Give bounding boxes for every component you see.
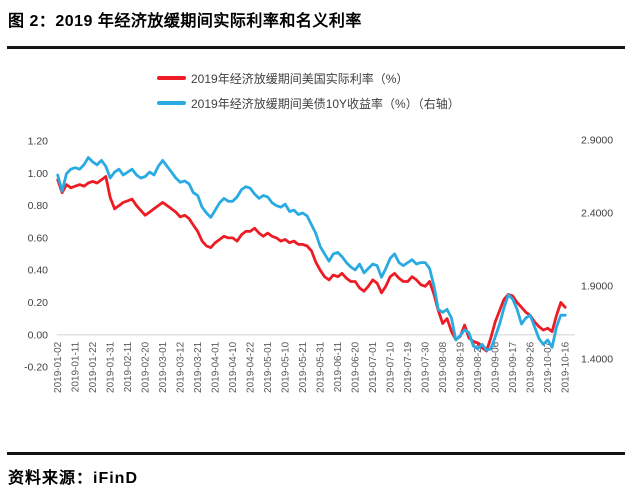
right-axis-tick: 2.9000	[581, 135, 613, 147]
chart-legend: 2019年经济放缓期间美国实际利率（%） 2019年经济放缓期间美债10Y收益率…	[157, 71, 460, 121]
x-axis-tick: 2019-03-21	[193, 341, 204, 393]
legend-label-nominal-10y: 2019年经济放缓期间美债10Y收益率（%）（右轴）	[191, 96, 460, 111]
x-axis-tick: 2019-06-11	[333, 341, 344, 392]
x-axis-tick: 2019-04-10	[228, 341, 239, 393]
legend-swatch-real-rate	[157, 76, 186, 80]
x-axis-tick: 2019-07-19	[403, 341, 414, 393]
x-axis-tick: 2019-05-01	[263, 341, 274, 393]
x-axis-tick: 2019-07-01	[368, 341, 379, 393]
x-axis-tick: 2019-01-22	[88, 341, 99, 393]
x-axis-tick: 2019-01-31	[106, 341, 117, 393]
x-axis-tick: 2019-04-01	[211, 341, 222, 393]
right-axis-tick: 2.4000	[581, 208, 613, 220]
legend-item-real-rate: 2019年经济放缓期间美国实际利率（%）	[157, 71, 460, 86]
right-axis-tick: 1.9000	[581, 281, 613, 293]
x-axis-tick: 2019-10-16	[561, 341, 572, 393]
left-axis-tick: -0.20	[24, 362, 48, 374]
title-divider	[7, 46, 625, 49]
legend-label-real-rate: 2019年经济放缓期间美国实际利率（%）	[191, 71, 409, 86]
figure-title: 图 2：2019 年经济放缓期间实际利率和名义利率	[8, 13, 362, 30]
x-axis-tick: 2019-02-11	[123, 341, 134, 392]
x-axis-tick: 2019-09-06	[491, 341, 502, 393]
series-line-nominal-10y	[56, 156, 567, 352]
x-axis-tick: 2019-04-22	[246, 341, 257, 393]
left-axis-tick: 0.60	[28, 232, 49, 244]
x-axis-tick: 2019-01-11	[71, 341, 82, 392]
x-axis-tick: 2019-03-01	[158, 341, 169, 393]
x-axis-tick: 2019-03-12	[176, 341, 187, 393]
x-axis-tick: 2019-09-26	[526, 341, 537, 393]
left-axis-tick: 1.00	[28, 168, 49, 180]
footer-divider	[7, 452, 625, 455]
dual-axis-line-chart: 1.20 1.00 0.80 0.60 0.40 0.20 0.00 -0.20 2.9000 2…	[24, 135, 613, 393]
legend-swatch-nominal-10y	[157, 101, 186, 105]
left-axis-tick: 0.40	[28, 265, 49, 277]
series-line-real-rate	[56, 175, 567, 353]
left-axis-tick: 0.20	[28, 297, 49, 309]
right-axis-tick: 1.4000	[581, 354, 613, 366]
x-axis-tick: 2019-07-10	[386, 341, 397, 393]
source-note: 资料来源：iFinD	[8, 470, 138, 487]
x-axis-tick: 2019-10-07	[543, 341, 554, 393]
x-axis-tick: 2019-08-08	[438, 341, 449, 393]
x-axis-tick: 2019-09-17	[508, 341, 519, 393]
left-axis-tick: 0.80	[28, 200, 49, 212]
x-axis-tick: 2019-01-02	[53, 341, 64, 393]
x-axis-tick: 2019-05-10	[281, 341, 292, 393]
x-axis-tick: 2019-06-20	[351, 341, 362, 393]
x-axis-tick: 2019-08-28	[473, 341, 484, 393]
left-axis-tick: 0.00	[28, 329, 49, 341]
left-axis-tick: 1.20	[28, 136, 49, 148]
legend-item-nominal-10y: 2019年经济放缓期间美债10Y收益率（%）（右轴）	[157, 96, 460, 111]
x-axis-tick: 2019-05-21	[298, 341, 309, 393]
x-axis-tick: 2019-07-30	[421, 341, 432, 393]
x-axis-tick: 2019-08-19	[456, 341, 467, 393]
x-axis-tick: 2019-05-31	[316, 341, 327, 393]
x-axis-tick: 2019-02-20	[141, 341, 152, 393]
